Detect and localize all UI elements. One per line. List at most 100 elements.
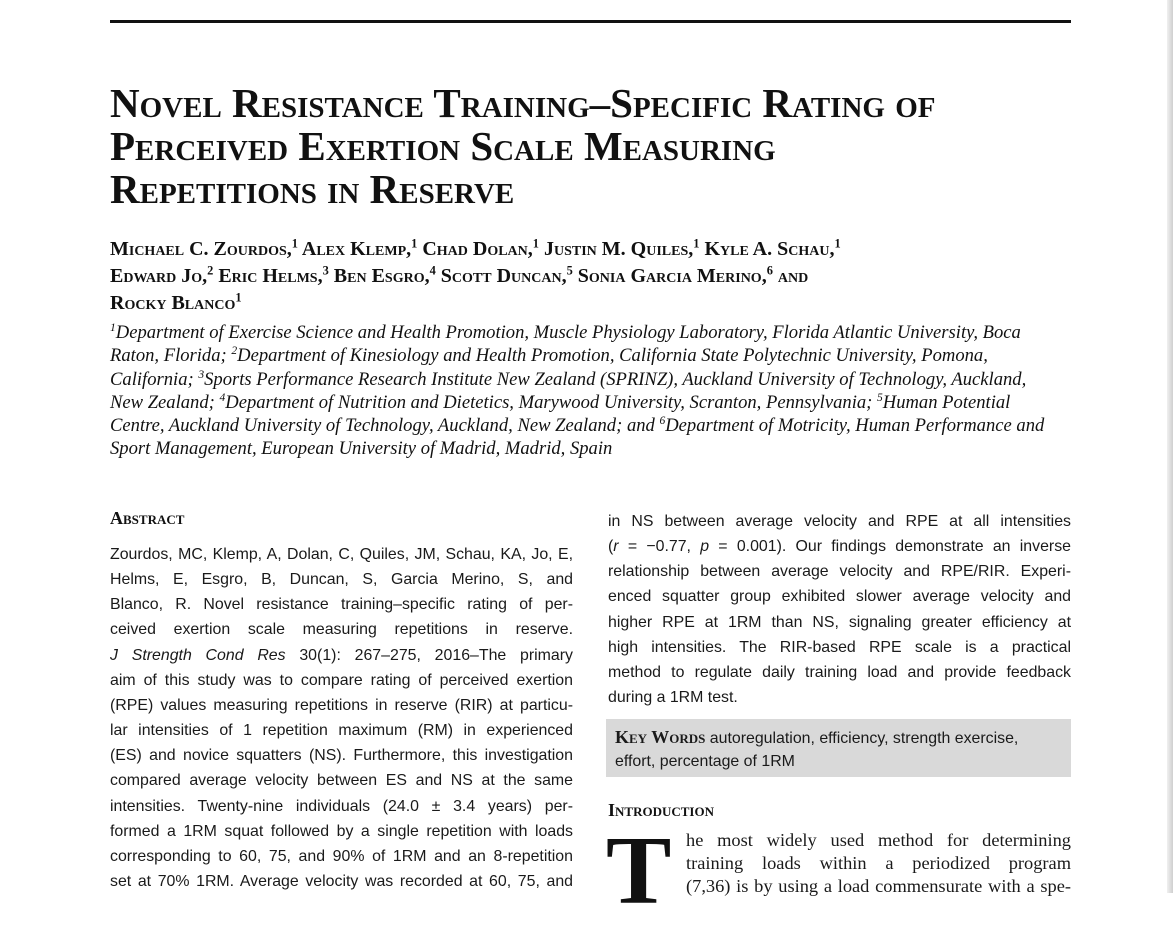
affiliation-line: New Zealand; 4Department of Nutrition an…	[110, 391, 1055, 414]
affiliation-line: 1Department of Exercise Science and Heal…	[110, 321, 1055, 344]
abstract-line: in NS between average velocity and RPE a…	[608, 513, 1071, 530]
author-name: Alex Klemp,	[298, 238, 412, 260]
top-rule	[110, 20, 1071, 23]
citation-text: 30(1): 267–275, 2016–The primary	[285, 646, 573, 664]
abstract-line: intensities. Twenty-nine individuals (24…	[110, 797, 573, 815]
keywords-box: Key Words autoregulation, efficiency, st…	[606, 719, 1071, 777]
affiliation-text: Department of Motricity, Human Performan…	[665, 415, 1045, 437]
affiliation-marker: 6	[766, 263, 773, 278]
journal-name: J Strength Cond Res	[110, 646, 286, 664]
author-line: Rocky Blanco1	[110, 290, 1070, 317]
stat-symbol: p	[700, 538, 710, 556]
abstract-line: relationship between average velocity an…	[608, 563, 1071, 581]
stat-text: = −0.77,	[618, 538, 701, 556]
abstract-line: during a 1RM test.	[608, 689, 738, 707]
affiliation-marker: 2	[231, 345, 238, 358]
author-name: Michael C. Zourdos,	[110, 238, 292, 260]
intro-line: training loads within a periodized progr…	[686, 853, 1071, 873]
drop-cap: T	[606, 817, 672, 925]
abstract-line: compared average velocity between ES and…	[110, 772, 573, 790]
abstract-line: formed a 1RM squat followed by a single …	[110, 822, 573, 840]
author-name: Sonia Garcia Merino,	[572, 265, 767, 287]
abstract-line: Zourdos, MC, Klemp, A, Dolan, C, Quiles,…	[110, 546, 573, 563]
abstract-line: high intensities. The RIR-based RPE scal…	[608, 638, 1071, 656]
abstract-line: Helms, E, Esgro, B, Duncan, S, Garcia Me…	[110, 571, 573, 589]
author-name: Justin M. Quiles,	[538, 238, 694, 260]
affiliation-marker: 1	[291, 236, 298, 251]
author-name: Kyle A. Schau,	[699, 238, 835, 260]
affiliation-marker: 1	[532, 236, 539, 251]
stat-symbol: r	[613, 538, 619, 556]
stat-text: = 0.001). Our findings demonstrate an in…	[709, 538, 1071, 556]
abstract-line: set at 70% 1RM. Average velocity was rec…	[110, 873, 573, 891]
keywords-text: autoregulation, efficiency, strength exe…	[705, 730, 1019, 747]
author-name: Chad Dolan,	[417, 238, 533, 260]
affiliation-marker: 1	[110, 322, 116, 335]
intro-line: he most widely used method for determini…	[686, 830, 1071, 850]
abstract-line: Blanco, R. Novel resistance training–spe…	[110, 596, 573, 614]
abstract-line: (RPE) values measuring repetitions in re…	[110, 696, 573, 714]
abstract-line: (ES) and novice squatters (NS). Furtherm…	[110, 747, 573, 765]
affiliation-marker: 5	[877, 391, 883, 404]
abstract-line: ceived exertion scale measuring repetiti…	[110, 621, 573, 639]
author-name: Edward Jo,	[110, 265, 208, 287]
affiliation-text: New Zealand;	[110, 391, 220, 413]
affiliation-marker: 4	[219, 391, 226, 404]
affiliation-marker: 3	[322, 263, 329, 278]
affiliation-marker: 1	[693, 236, 700, 251]
author-name: Rocky Blanco	[110, 292, 236, 314]
affiliation-marker: 2	[207, 263, 214, 278]
abstract-line: method to regulate daily training load a…	[608, 663, 1071, 681]
affiliation-text: Department of Exercise Science and Healt…	[115, 322, 1021, 343]
affiliation-text: Raton, Florida;	[110, 345, 232, 367]
author-line: Edward Jo,2 Eric Helms,3 Ben Esgro,4 Sco…	[110, 263, 1070, 290]
stat-text: (	[608, 538, 614, 556]
keywords-label: Key Words	[615, 727, 706, 747]
title-line: Repetitions in Reserve	[110, 166, 515, 212]
abstract-line: (r = −0.77, p = 0.001). Our findings dem…	[608, 534, 1071, 559]
abstract-line: higher RPE at 1RM than NS, signaling gre…	[608, 613, 1071, 631]
affiliation-text: Department of Nutrition and Dietetics, M…	[225, 391, 877, 413]
author-line: Michael C. Zourdos,1 Alex Klemp,1 Chad D…	[110, 236, 1070, 263]
affiliation-marker: 1	[235, 290, 242, 305]
affiliation-text: California;	[110, 368, 199, 390]
abstract-line: enced squatter group exhibited slower av…	[608, 588, 1071, 606]
author-name: Ben Esgro,	[328, 265, 430, 287]
affiliation-text: Centre, Auckland University of Technolog…	[110, 415, 660, 437]
affiliation-line: Centre, Auckland University of Technolog…	[110, 414, 1055, 437]
affiliation-line: Sport Management, European University of…	[110, 437, 1055, 460]
abstract-line: corresponding to 60, 75, and 90% of 1RM …	[110, 847, 573, 865]
affiliation-marker: 3	[198, 368, 205, 381]
affiliation-text: Department of Kinesiology and Health Pro…	[237, 345, 988, 367]
keywords-line: Key Words autoregulation, efficiency, st…	[615, 727, 1064, 749]
introduction-text: he most widely used method for determini…	[686, 829, 1071, 898]
author-name: Eric Helms,	[213, 265, 323, 287]
title-line: Perceived Exertion Scale Measuring	[110, 123, 776, 169]
title-line: Novel Resistance Training–Specific Ratin…	[110, 80, 936, 126]
abstract-line: J Strength Cond Res 30(1): 267–275, 2016…	[110, 643, 573, 668]
affiliation-marker: 6	[659, 415, 666, 428]
affiliation-text: Human Potential	[882, 391, 1011, 413]
intro-line: (7,36) is by using a load commensurate w…	[686, 876, 1071, 896]
page-edge-shadow	[1167, 0, 1173, 893]
author-conjunction: and	[772, 265, 809, 287]
author-list: Michael C. Zourdos,1 Alex Klemp,1 Chad D…	[110, 236, 1070, 317]
abstract-left-column: Zourdos, MC, Klemp, A, Dolan, C, Quiles,…	[110, 542, 573, 894]
article-title: Novel Resistance Training–Specific Ratin…	[110, 82, 1070, 211]
affiliation-line: California; 3Sports Performance Research…	[110, 368, 1055, 391]
abstract-heading: Abstract	[110, 508, 185, 528]
affiliation-marker: 4	[429, 263, 436, 278]
introduction-heading: Introduction	[608, 800, 714, 820]
abstract-line: lar intensities of 1 repetition maximum …	[110, 722, 573, 740]
affiliations: 1Department of Exercise Science and Heal…	[110, 321, 1055, 461]
affiliation-marker: 1	[834, 236, 841, 251]
affiliation-text: Sports Performance Research Institute Ne…	[204, 368, 1027, 390]
abstract-right-column: in NS between average velocity and RPE a…	[608, 509, 1071, 710]
affiliation-marker: 1	[411, 236, 418, 251]
keywords-line: effort, percentage of 1RM	[615, 753, 795, 770]
abstract-line: aim of this study was to compare rating …	[110, 671, 573, 689]
author-name: Scott Duncan,	[435, 265, 567, 287]
affiliation-text: Sport Management, European University of…	[110, 438, 613, 460]
affiliation-marker: 5	[566, 263, 573, 278]
affiliation-line: Raton, Florida; 2Department of Kinesiolo…	[110, 344, 1055, 367]
